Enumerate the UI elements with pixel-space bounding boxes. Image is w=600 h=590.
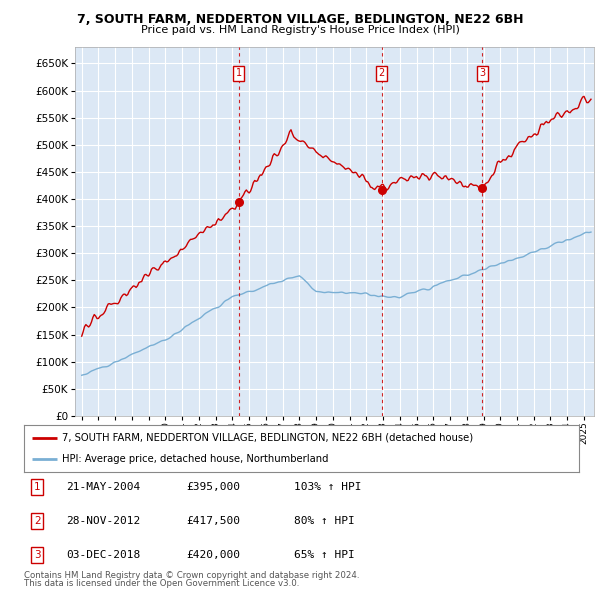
- Text: 2: 2: [379, 68, 385, 78]
- Text: 2: 2: [34, 516, 41, 526]
- Text: 7, SOUTH FARM, NEDDERTON VILLAGE, BEDLINGTON, NE22 6BH (detached house): 7, SOUTH FARM, NEDDERTON VILLAGE, BEDLIN…: [62, 432, 473, 442]
- Text: 1: 1: [236, 68, 242, 78]
- Text: 103% ↑ HPI: 103% ↑ HPI: [294, 483, 361, 492]
- Text: £395,000: £395,000: [186, 483, 240, 492]
- Text: 7, SOUTH FARM, NEDDERTON VILLAGE, BEDLINGTON, NE22 6BH: 7, SOUTH FARM, NEDDERTON VILLAGE, BEDLIN…: [77, 13, 523, 26]
- Text: Price paid vs. HM Land Registry's House Price Index (HPI): Price paid vs. HM Land Registry's House …: [140, 25, 460, 35]
- Text: HPI: Average price, detached house, Northumberland: HPI: Average price, detached house, Nort…: [62, 454, 328, 464]
- Text: £417,500: £417,500: [186, 516, 240, 526]
- Text: 65% ↑ HPI: 65% ↑ HPI: [294, 550, 355, 559]
- Text: 28-NOV-2012: 28-NOV-2012: [66, 516, 140, 526]
- Text: 21-MAY-2004: 21-MAY-2004: [66, 483, 140, 492]
- Text: 3: 3: [34, 550, 41, 559]
- Text: 03-DEC-2018: 03-DEC-2018: [66, 550, 140, 559]
- Text: 1: 1: [34, 483, 41, 492]
- Text: £420,000: £420,000: [186, 550, 240, 559]
- Text: This data is licensed under the Open Government Licence v3.0.: This data is licensed under the Open Gov…: [24, 579, 299, 588]
- Text: 80% ↑ HPI: 80% ↑ HPI: [294, 516, 355, 526]
- Text: Contains HM Land Registry data © Crown copyright and database right 2024.: Contains HM Land Registry data © Crown c…: [24, 571, 359, 580]
- Text: 3: 3: [479, 68, 485, 78]
